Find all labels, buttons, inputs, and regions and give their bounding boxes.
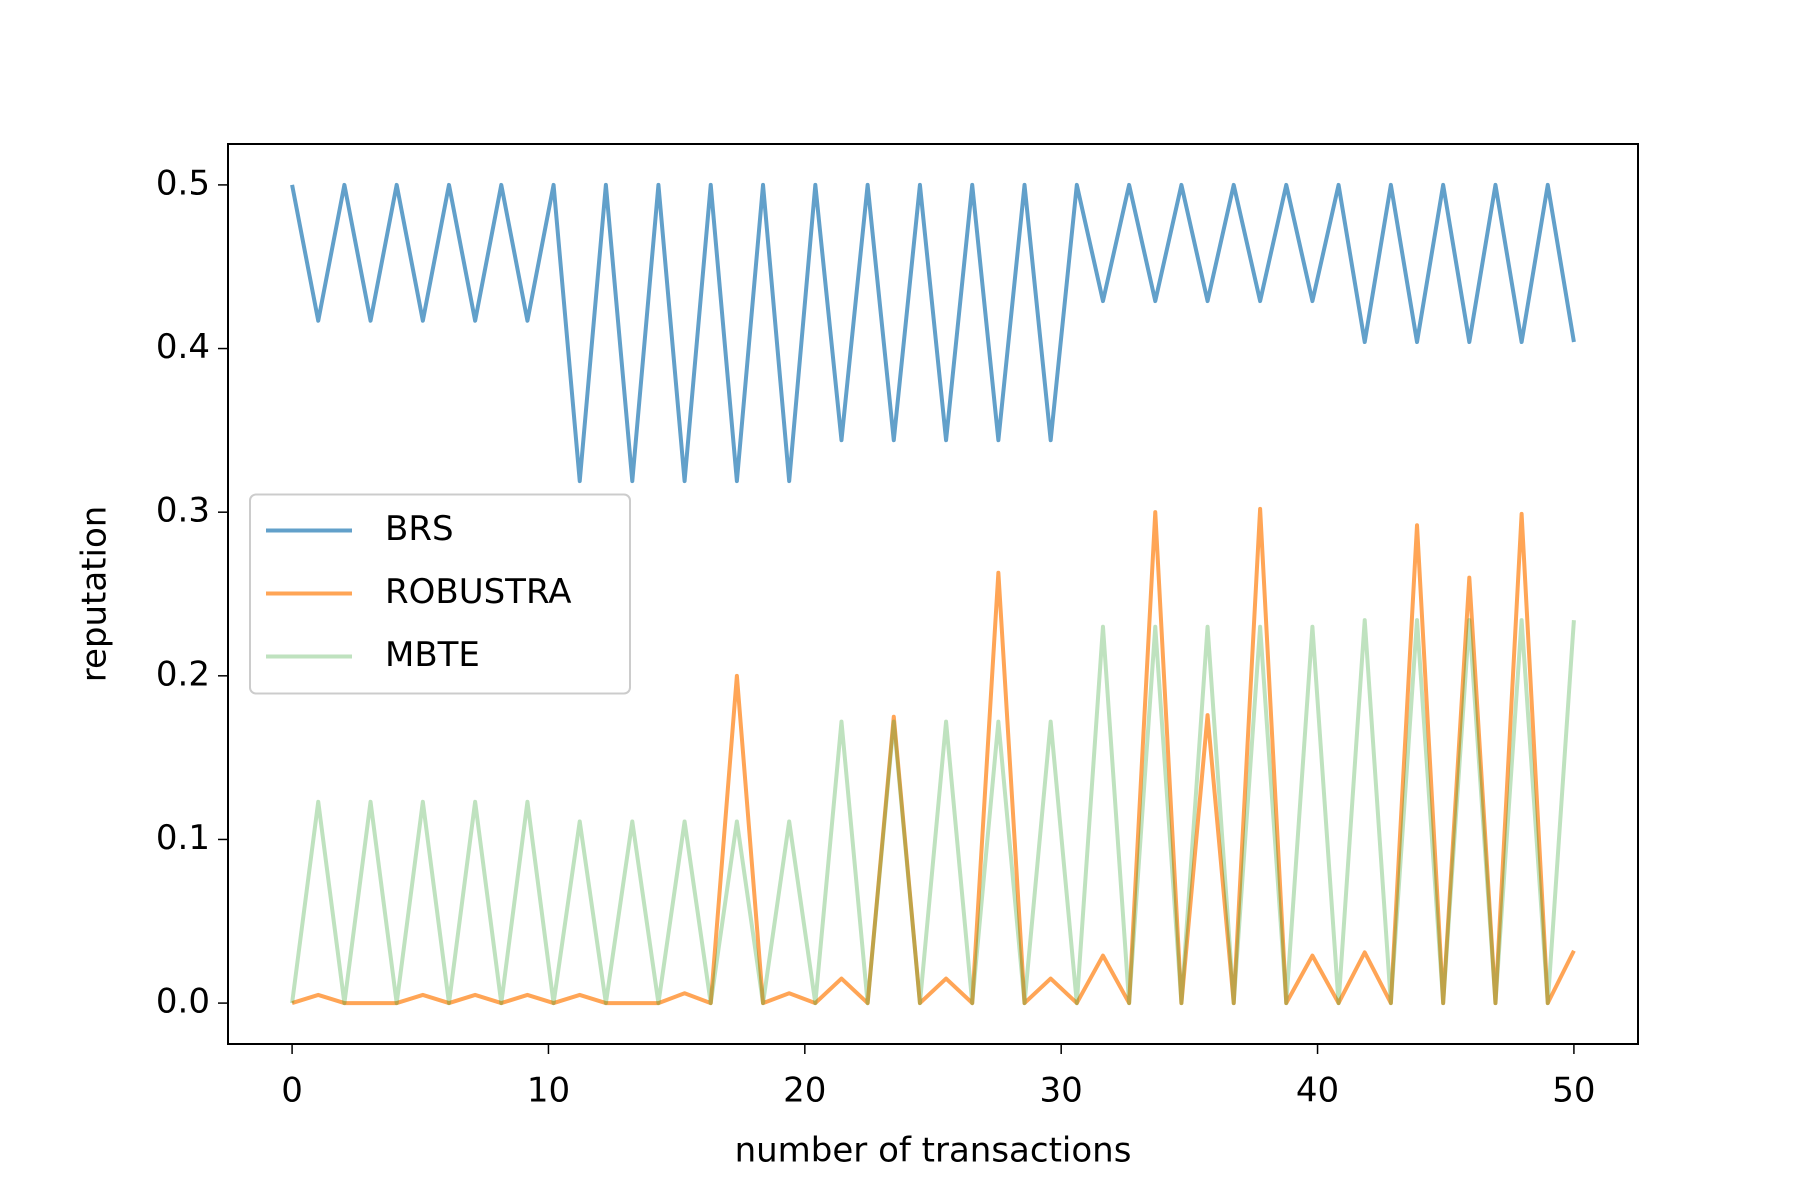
series-line [290, 618, 1576, 1006]
plot-frame [227, 143, 1639, 1045]
series-line [290, 182, 1576, 484]
x-tick-label: 40 [1296, 1071, 1339, 1111]
series-line [291, 506, 1576, 1006]
y-tick-label: 0.2 [156, 654, 210, 694]
x-tick-label: 10 [527, 1071, 570, 1111]
legend-label: ROBUSTRA [385, 572, 571, 612]
y-tick-label: 0.4 [156, 327, 210, 367]
x-tick-label: 30 [1040, 1071, 1083, 1111]
legend: BRS ROBUSTRA MBTE [249, 493, 631, 695]
y-tick-label: 0.1 [156, 818, 210, 858]
y-tick-label: 0.5 [156, 163, 210, 203]
x-axis-label: number of transactions [735, 1131, 1132, 1171]
y-axis-label: reputation [75, 506, 115, 683]
x-tick-label: 0 [281, 1071, 303, 1111]
x-tick-label: 50 [1552, 1071, 1595, 1111]
legend-label: MBTE [385, 635, 480, 675]
y-tick-label: 0.0 [156, 982, 210, 1022]
y-tick-label: 0.3 [156, 491, 210, 531]
legend-label: BRS [385, 509, 454, 549]
x-tick-label: 20 [783, 1071, 826, 1111]
legend-box [249, 493, 631, 695]
